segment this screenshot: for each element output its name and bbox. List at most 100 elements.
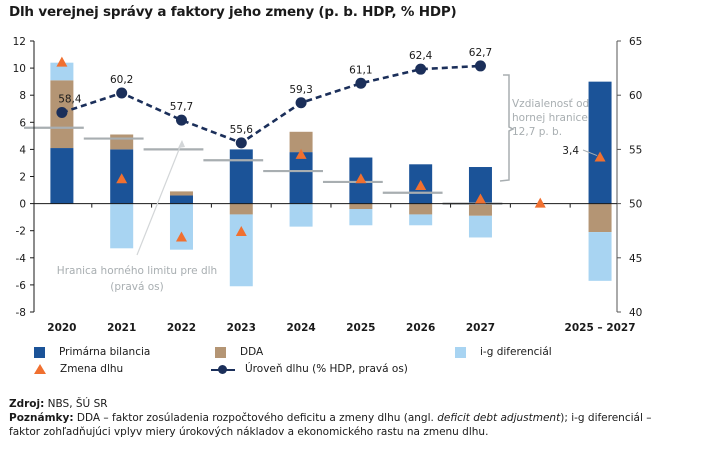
annotations-layer: Hranica horného limitu pre dlh (pravá os)… [57,74,598,293]
x-tick-label: 2023 [227,322,256,334]
debt-change-marker [474,193,486,204]
bar-i-g-diferenci-l-2021 [110,203,134,249]
x-tick-label: 2020 [47,322,76,334]
limit-label: Hranica horného limitu pre dlh [57,265,217,277]
bar-dda-2027 [468,203,492,216]
left-tick-label: -8 [16,307,26,319]
legend-item-primary-balance: Primárna bilancia [34,346,150,358]
debt-change-marker [534,197,546,208]
left-tick-label: -4 [16,253,27,265]
debt-level-label: 57,7 [170,101,193,113]
left-tick-label: 12 [13,36,26,48]
bar-dda-2021 [110,134,134,150]
debt-level-label: 59,3 [289,84,312,96]
bar-prim-rna-bilancia-2025-2027 [588,81,612,204]
debt-change-marker [594,151,606,162]
debt-change-marker [175,231,187,242]
legend-item-debt-change: Zmena dlhu [34,363,123,375]
debt-level-point [355,77,367,89]
bar-dda-2025-2027 [588,203,612,233]
x-tick-label: 2024 [286,322,315,334]
bar-i-g-diferenci-l-2022 [169,203,193,250]
left-tick-label: 0 [19,199,26,211]
right-tick-label: 40 [629,307,642,319]
debt-change-marker [56,56,68,67]
chart: -8 -6 -4 -2 0 2 4 6 8 10 12 40 45 50 55 60 65 2020 2021 202… [13,36,643,334]
footer: Zdroj: NBS, ŠÚ SR Poznámky: DDA – faktor… [9,397,709,439]
debt-level-label: 62,4 [409,50,433,62]
distance-bracket [499,74,515,182]
bar-i-g-diferenci-l-2025 [349,209,373,226]
notes-text: ); i-g diferenciál – [560,412,652,424]
bar-i-g-diferenci-l-2020 [50,62,74,81]
axes-layer: -8 -6 -4 -2 0 2 4 6 8 10 12 40 45 50 55 60 65 2020 2021 202… [13,36,643,334]
bar-i-g-diferenci-l-2024 [289,203,313,227]
debt-level-label: 62,7 [469,47,492,59]
bar-dda-2023 [229,203,253,215]
legend-swatch-dda [215,346,226,358]
cumulative-label-leader [582,149,598,156]
chart-title: Dlh verejnej správy a faktory jeho zmeny… [9,4,457,20]
right-tick-label: 55 [629,144,642,156]
bar-dda-2024 [289,131,313,153]
bar-prim-rna-bilancia-2020 [50,148,74,204]
right-tick-label: 60 [629,90,642,102]
debt-level-label: 55,6 [230,124,254,136]
debt-change-marker [295,148,307,159]
triangle-icon [34,364,46,374]
x-tick-label: 2025 [346,322,375,334]
legend-item-debt-level: Úroveň dlhu (% HDP, pravá os) [211,363,408,375]
limit-arrow [136,141,183,256]
debt-level-label: 58,4 [58,94,82,106]
notes-line-2: faktor zohľadňujúci vplyv miery úrokovýc… [9,426,489,438]
notes-text: DDA – faktor zosúladenia rozpočtového de… [73,412,438,424]
legend-label: DDA [240,346,264,358]
source-line: Zdroj: NBS, ŠÚ SR [9,397,709,411]
x-tick-label: 2026 [406,322,435,334]
debt-level-point [116,87,128,99]
debt-change-marker [116,173,128,184]
legend-item-ig-differential: i-g diferenciál [455,346,552,358]
debt-level-point [175,114,187,126]
debt-level-line-layer: 58,4 60,2 57,7 55,6 59,3 61,1 62,4 62,7 [56,47,492,149]
bar-dda-2025 [349,203,373,210]
bar-i-g-diferenci-l-2027 [468,215,492,238]
source-text: NBS, ŠÚ SR [44,398,108,410]
bar-i-g-diferenci-l-2023 [229,214,253,287]
bar-prim-rna-bilancia-2023 [229,149,253,204]
notes-italic: deficit debt adjustment [437,412,561,424]
limit-label: (pravá os) [110,281,164,293]
source-label: Zdroj: [9,398,45,410]
x-tick-label: 2027 [466,322,495,334]
left-tick-label: 10 [13,63,26,75]
debt-change-marker [415,179,427,190]
left-tick-label: -2 [16,226,26,238]
legend-swatch-ig-differential [455,346,466,358]
distance-label: Vzdialenosť od [512,98,589,110]
debt-change-marker [355,173,367,184]
legend-label: Úroveň dlhu (% HDP, pravá os) [245,363,408,375]
notes-line: Poznámky: DDA – faktor zosúladenia rozpo… [9,411,709,425]
x-tick-label: 2021 [107,322,136,334]
bar-prim-rna-bilancia-2024 [289,152,313,204]
debt-level-line [61,64,481,145]
left-tick-label: 8 [19,90,26,102]
right-tick-label: 45 [629,253,642,265]
legend-label: Primárna bilancia [59,346,151,358]
right-tick-label: 65 [629,36,642,48]
notes-label: Poznámky: [9,412,74,424]
debt-level-point [415,63,427,75]
bars-layer [50,62,612,287]
bar-dda-2026 [409,203,433,215]
left-tick-label: 6 [19,117,26,129]
debt-level-label: 60,2 [110,74,133,86]
legend-item-dda: DDA [215,346,263,358]
bar-prim-rna-bilancia-2022 [169,195,193,204]
cumulative-change-label: 3,4 [562,145,579,157]
distance-label: 12,7 p. b. [512,126,562,138]
legend-label: i-g diferenciál [480,346,552,358]
bar-dda-2022 [169,191,193,196]
debt-change-markers-layer [56,56,606,242]
debt-level-point [56,107,68,119]
left-tick-label: -6 [16,280,27,292]
